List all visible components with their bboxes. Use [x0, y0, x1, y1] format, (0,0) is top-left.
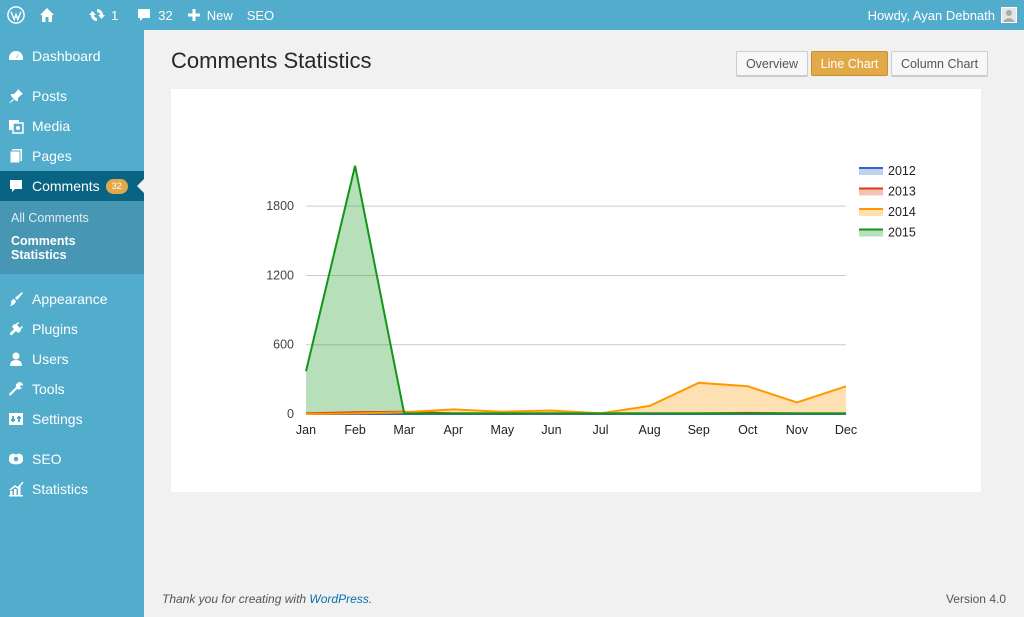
x-tick-label: Dec	[835, 423, 857, 437]
legend-swatch-2012	[859, 167, 883, 175]
admin-sidebar: Dashboard Posts Media Pages Comments 32 …	[0, 30, 144, 617]
legend-label: 2014	[888, 205, 916, 219]
sidebar-item-label: Tools	[32, 381, 65, 397]
brush-icon	[8, 291, 24, 307]
media-icon	[8, 118, 24, 134]
x-tick-label: Apr	[444, 423, 463, 437]
x-tick-label: Feb	[344, 423, 366, 437]
comment-bubble-icon	[138, 9, 151, 21]
series-line-2014	[305, 381, 847, 415]
user-account-menu[interactable]: Howdy, Ayan Debnath	[861, 0, 1024, 30]
home-icon[interactable]	[32, 0, 62, 30]
sidebar-item-label: Users	[32, 351, 69, 367]
dashboard-icon	[8, 48, 24, 64]
comments-link[interactable]: 32	[129, 0, 179, 30]
sidebar-item-users[interactable]: Users	[0, 344, 144, 374]
footer-version: Version 4.0	[945, 592, 1006, 606]
legend-label: 2013	[888, 185, 916, 199]
x-tick-label: Sep	[688, 423, 710, 437]
footer-thanks-suffix: .	[368, 592, 373, 606]
sidebar-item-label: Statistics	[32, 481, 89, 497]
x-tick-label: Jan	[296, 423, 316, 437]
seo-link[interactable]: SEO	[246, 7, 275, 23]
x-tick-label: Mar	[393, 423, 415, 437]
y-tick-label: 1200	[266, 268, 294, 282]
user-icon	[8, 351, 24, 367]
series-area-2014	[306, 382, 846, 414]
legend-swatch-2015	[859, 228, 883, 237]
sidebar-item-label: Plugins	[32, 321, 78, 337]
plus-icon	[187, 9, 200, 21]
wrench-icon	[8, 381, 24, 397]
legend-label: 2012	[888, 164, 916, 178]
wordpress-logo-icon[interactable]	[0, 0, 32, 30]
greeting: Howdy, Ayan Debnath	[867, 7, 995, 23]
submenu-item-comments-statistics[interactable]: Comments Statistics	[11, 234, 76, 262]
avatar	[1001, 7, 1017, 23]
new-content-link[interactable]: New	[180, 0, 240, 30]
sidebar-item-settings[interactable]: Settings	[0, 404, 144, 434]
settings-icon	[8, 411, 24, 427]
sidebar-item-label: Comments	[32, 178, 100, 194]
sidebar-item-media[interactable]: Media	[0, 111, 144, 141]
comment-icon	[8, 178, 24, 194]
new-label: New	[206, 7, 233, 23]
sidebar-item-label: Posts	[32, 88, 68, 104]
column-chart-button[interactable]: Column Chart	[891, 51, 988, 76]
series-area-2015	[306, 165, 846, 414]
updates-link[interactable]: 1	[82, 0, 125, 30]
sidebar-item-pages[interactable]: Pages	[0, 141, 144, 171]
seo-icon	[8, 451, 24, 467]
legend-swatch-2014	[859, 208, 883, 216]
plug-icon	[8, 321, 24, 337]
comments-count: 32	[158, 7, 173, 23]
wordpress-link[interactable]: WordPress	[309, 592, 369, 606]
line-chart-button[interactable]: Line Chart	[811, 51, 888, 76]
comments-submenu: All Comments Comments Statistics	[0, 201, 144, 274]
legend-swatch-2013	[859, 187, 883, 196]
sidebar-item-statistics[interactable]: Statistics	[0, 474, 144, 504]
overview-button[interactable]: Overview	[736, 51, 808, 76]
series-line-2015	[305, 165, 846, 415]
sidebar-item-posts[interactable]: Posts	[0, 81, 144, 111]
x-tick-label: Aug	[639, 423, 661, 437]
sidebar-item-comments[interactable]: Comments 32	[0, 171, 144, 201]
pages-icon	[8, 148, 24, 164]
chart-icon	[8, 481, 24, 497]
y-tick-label: 1800	[266, 199, 294, 213]
pin-icon	[8, 88, 24, 104]
sidebar-item-label: Dashboard	[32, 48, 101, 64]
footer-thanks-prefix: Thank you for creating with	[162, 592, 310, 606]
x-tick-label: Jun	[541, 423, 561, 437]
page-title: Comments Statistics	[171, 48, 372, 73]
comments-line-chart: 0 600 1200 1800 Jan Feb Mar Apr May Jun Jul Aug Sep O…	[266, 164, 916, 437]
sidebar-item-label: SEO	[32, 451, 62, 467]
y-tick-label: 600	[273, 338, 294, 352]
sidebar-item-dashboard[interactable]: Dashboard	[0, 41, 144, 71]
x-tick-label: Jul	[593, 423, 609, 437]
admin-bar: 1 32 New SEO Howdy, Ayan Debnath	[0, 0, 1024, 30]
comments-count-badge: 32	[105, 178, 128, 194]
legend-label: 2015	[888, 226, 916, 240]
x-tick-label: Oct	[738, 423, 758, 437]
sidebar-item-label: Settings	[32, 411, 83, 427]
updates-count: 1	[111, 7, 119, 23]
sidebar-item-plugins[interactable]: Plugins	[0, 314, 144, 344]
sidebar-item-label: Media	[32, 118, 71, 134]
x-tick-label: Nov	[786, 423, 809, 437]
sidebar-item-label: Pages	[32, 148, 72, 164]
submenu-item-all-comments[interactable]: All Comments	[11, 211, 89, 225]
sidebar-item-appearance[interactable]: Appearance	[0, 284, 144, 314]
sidebar-item-seo[interactable]: SEO	[0, 444, 144, 474]
chart-panel: 0 600 1200 1800 Jan Feb Mar Apr May Jun Jul Aug Sep O…	[171, 89, 981, 492]
sidebar-item-label: Appearance	[32, 291, 108, 307]
x-tick-label: May	[491, 423, 515, 437]
refresh-icon	[89, 9, 105, 21]
sidebar-item-tools[interactable]: Tools	[0, 374, 144, 404]
y-tick-label: 0	[287, 407, 294, 421]
footer-thanks: Thank you for creating with WordPress.	[162, 592, 372, 606]
